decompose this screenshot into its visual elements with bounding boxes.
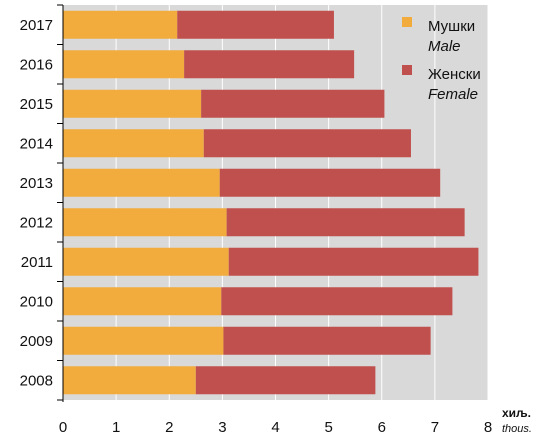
x-tick-label: 8: [484, 419, 492, 436]
bar-female: [223, 326, 431, 355]
bar-male: [63, 247, 229, 276]
x-tick-label: 3: [218, 419, 226, 436]
legend: Мушки Male Женски Female: [402, 17, 481, 103]
legend-label-male: Мушки: [428, 18, 475, 35]
bar-female: [221, 287, 453, 316]
bar-male: [63, 326, 224, 355]
category-label: 2016: [20, 56, 53, 73]
category-label: 2015: [20, 96, 53, 113]
x-tick-label: 4: [271, 419, 279, 436]
bar-female: [177, 10, 334, 39]
bar-male: [63, 168, 220, 197]
category-label: 2013: [20, 175, 53, 192]
x-tick-label: 5: [324, 419, 332, 436]
category-label: 2012: [20, 214, 53, 231]
category-label: 2014: [20, 135, 53, 152]
bar-female: [228, 247, 479, 276]
x-tick-label: 6: [378, 419, 386, 436]
bar-male: [63, 129, 204, 158]
bar-female: [184, 50, 355, 79]
bar-male: [63, 50, 185, 79]
y-axis-ticks: [57, 4, 63, 401]
x-axis-unit-secondary: thous.: [502, 423, 532, 435]
x-tick-label: 0: [59, 419, 67, 436]
bars: [63, 10, 479, 395]
x-tick-label: 1: [112, 419, 120, 436]
bar-male: [63, 208, 227, 237]
category-label: 2008: [20, 372, 53, 389]
category-label: 2017: [20, 17, 53, 34]
category-label: 2011: [21, 254, 53, 271]
category-labels: 2017 2016 2015 2014 2013 2012 2011 2010 2009 2008: [20, 17, 53, 390]
bar-male: [63, 366, 196, 395]
bar-female: [201, 89, 385, 118]
bar-female: [219, 168, 441, 197]
legend-label-male-secondary: Male: [428, 38, 461, 55]
x-tick-label: 2: [165, 419, 173, 436]
legend-label-female: Женски: [428, 66, 481, 83]
x-tick-label: 7: [431, 419, 439, 436]
legend-swatch-female: [402, 65, 412, 75]
bar-male: [63, 89, 202, 118]
category-label: 2009: [20, 333, 53, 350]
category-label: 2010: [20, 293, 53, 310]
x-axis-unit: хиљ.: [502, 406, 531, 420]
bar-female: [195, 366, 376, 395]
legend-swatch-male: [402, 17, 412, 27]
x-tick-labels: 0 1 2 3 4 5 6 7 8: [59, 419, 492, 436]
legend-label-female-secondary: Female: [428, 86, 478, 103]
bar-female: [203, 129, 411, 158]
bar-female: [226, 208, 465, 237]
bar-male: [63, 287, 222, 316]
bar-male: [63, 10, 178, 39]
